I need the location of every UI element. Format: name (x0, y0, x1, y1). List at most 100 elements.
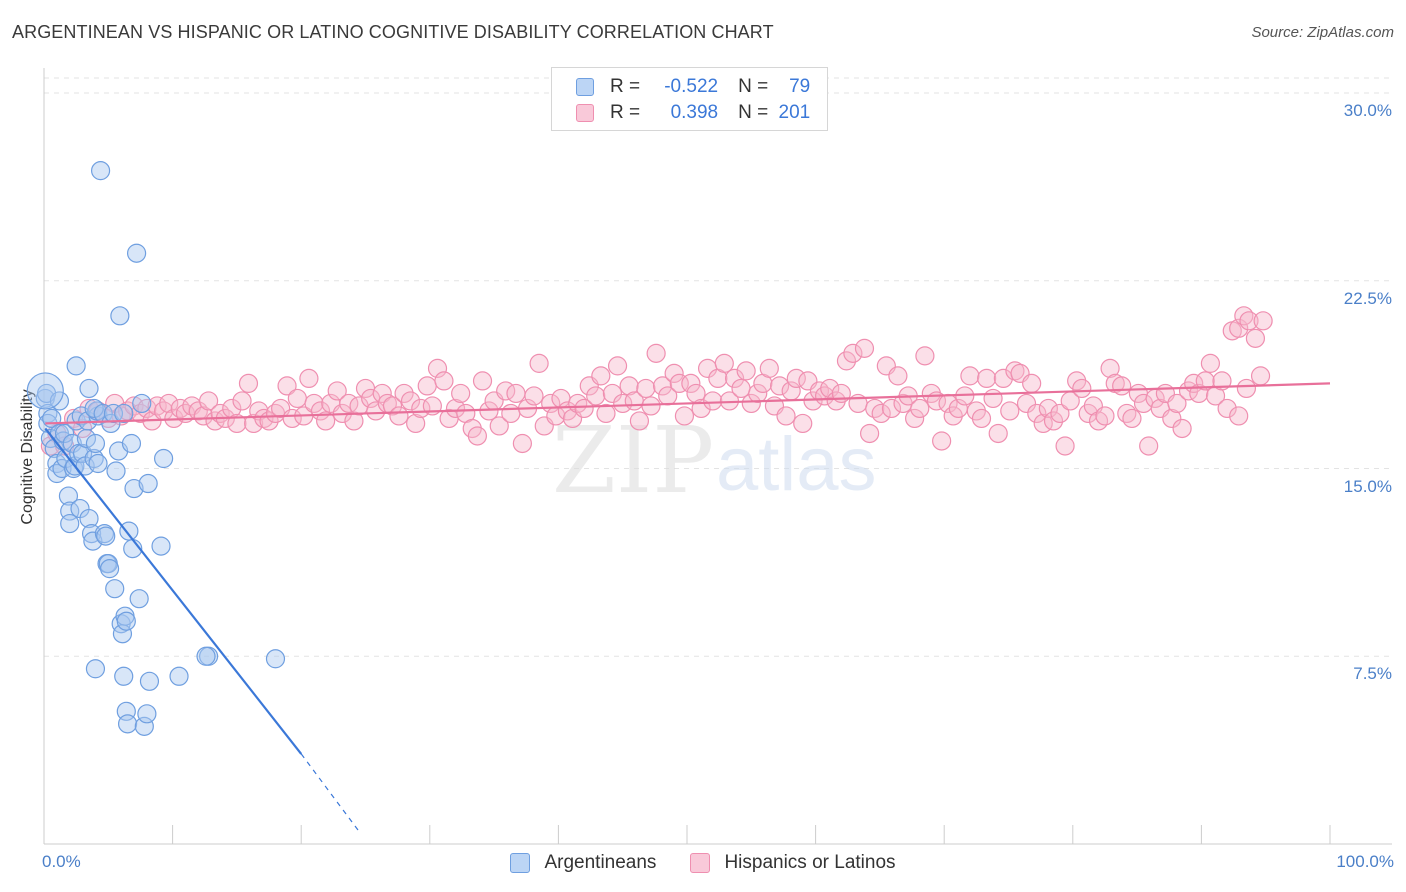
data-point (652, 376, 673, 396)
data-point (406, 413, 426, 434)
data-point (1229, 318, 1249, 338)
data-point (1172, 418, 1192, 439)
data-point (400, 391, 421, 411)
data-point (110, 306, 130, 326)
data-point (596, 403, 616, 424)
data-point (1229, 406, 1249, 426)
stats-row-hispanics: R = 0.398 N = 201 (576, 101, 810, 125)
data-point (84, 398, 104, 419)
trend-lines (44, 382, 1331, 832)
data-point (1139, 436, 1159, 456)
data-point (138, 473, 158, 494)
data-point (119, 521, 139, 541)
data-point (445, 398, 466, 419)
argentinean-points (26, 161, 286, 736)
hispanic-points (40, 306, 1273, 456)
data-point (820, 378, 840, 399)
data-point (304, 393, 324, 414)
data-point (372, 383, 392, 404)
data-point (1043, 411, 1064, 431)
data-point (137, 704, 157, 724)
data-point (316, 411, 336, 431)
data-point (451, 383, 471, 404)
data-point (134, 716, 154, 736)
data-point (1162, 408, 1182, 429)
data-point (124, 478, 144, 499)
trend-line-argentineans-extension (300, 753, 360, 832)
data-point (843, 343, 863, 363)
data-point (586, 386, 606, 406)
data-point (506, 383, 526, 404)
data-point (299, 368, 319, 388)
data-point (529, 353, 549, 373)
pink-swatch (576, 104, 594, 122)
legend-label-hispanics: Hispanics or Latinos (724, 852, 896, 873)
data-point (83, 531, 103, 551)
r-value: -0.522 (664, 76, 719, 97)
data-point (327, 381, 347, 401)
data-point (199, 391, 219, 411)
data-point (227, 413, 247, 434)
data-point (836, 351, 857, 371)
legend-label-argentineans: Argentineans (544, 852, 657, 873)
data-point (871, 403, 891, 424)
data-point (714, 353, 734, 373)
stats-row-argentineans: R = -0.522 N = 79 (576, 75, 810, 99)
data-point (265, 649, 286, 669)
source-label[interactable]: Source: ZipAtlas.com (1251, 24, 1394, 41)
data-point (382, 396, 403, 416)
data-point (1005, 361, 1025, 381)
data-point (1245, 328, 1266, 348)
data-point (1200, 353, 1221, 373)
data-point (417, 376, 437, 396)
data-point (501, 403, 521, 424)
data-point (467, 426, 487, 446)
legend-item-hispanics[interactable]: Hispanics or Latinos (690, 852, 896, 874)
watermark-atlas: atlas (716, 422, 877, 507)
data-point (512, 433, 532, 454)
x-tick-max: 100.0% (1336, 852, 1394, 871)
data-point (394, 383, 414, 404)
data-point (669, 373, 689, 394)
data-point (88, 453, 108, 474)
data-point (674, 406, 695, 426)
data-point (905, 408, 925, 429)
data-point (1095, 406, 1115, 426)
data-point (607, 356, 628, 376)
data-point (66, 356, 86, 376)
data-point (602, 383, 623, 404)
data-point (254, 408, 274, 429)
data-point (151, 536, 171, 556)
data-point (139, 671, 160, 691)
data-point (664, 363, 684, 383)
y-tick-label: 15.0% (1343, 476, 1392, 496)
legend-swatch-blue (510, 853, 531, 873)
data-point (129, 589, 149, 609)
data-point (79, 378, 99, 399)
data-point (58, 486, 79, 506)
data-point (759, 358, 779, 378)
y-tick-label: 7.5% (1353, 664, 1392, 684)
data-point (1016, 393, 1037, 414)
data-point (54, 423, 75, 444)
legend-swatch-pink (690, 853, 711, 873)
n-value: 79 (789, 76, 811, 97)
data-point (769, 376, 790, 396)
data-point (287, 388, 307, 409)
data-point (106, 461, 126, 481)
data-point (776, 406, 796, 426)
data-point (748, 383, 768, 404)
legend-item-argentineans[interactable]: Argentineans (510, 852, 656, 874)
data-point (153, 448, 174, 469)
data-point (85, 659, 106, 679)
data-point (126, 243, 147, 263)
data-point (681, 373, 701, 394)
data-point (619, 376, 639, 396)
data-point (641, 396, 661, 416)
data-point (1055, 436, 1075, 456)
data-point (1100, 358, 1120, 378)
data-point (888, 366, 908, 386)
data-point (130, 403, 151, 424)
data-point (786, 368, 806, 388)
data-point (114, 666, 134, 686)
